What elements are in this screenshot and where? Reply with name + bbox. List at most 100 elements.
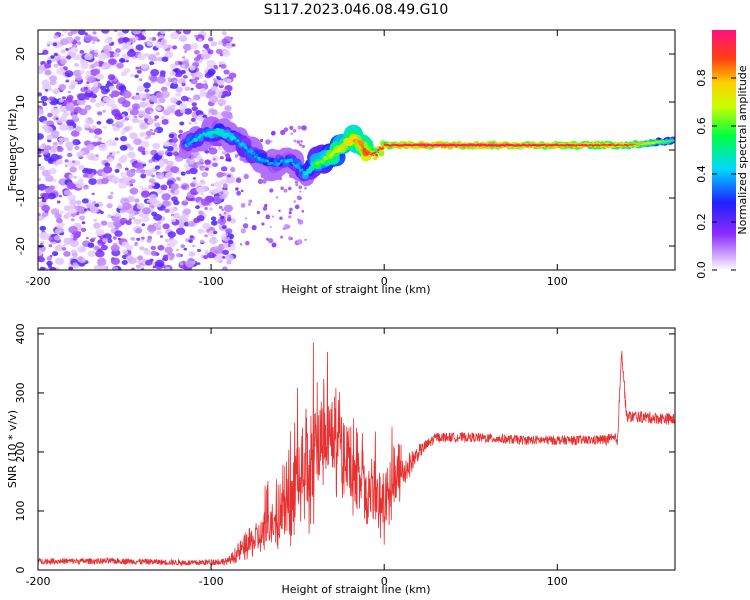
ridge-point xyxy=(405,144,407,146)
noise-speckle xyxy=(132,30,142,35)
noise-speckle xyxy=(122,176,128,181)
noise-speckle xyxy=(49,75,58,82)
ridge-point xyxy=(382,146,384,148)
ridge-point xyxy=(511,144,513,146)
ridge-point xyxy=(460,144,462,147)
ridge-point xyxy=(379,148,381,150)
noise-speckle xyxy=(41,143,47,148)
noise-speckle xyxy=(162,200,170,207)
noise-speckle xyxy=(193,56,201,62)
ridge-point xyxy=(485,144,487,146)
noise-speckle xyxy=(122,37,130,43)
noise-speckle xyxy=(106,139,116,147)
ridge-point xyxy=(497,144,499,146)
ridge-point xyxy=(258,157,262,161)
ridge-point xyxy=(535,144,537,146)
noise-speckle xyxy=(152,265,157,269)
ridge-point xyxy=(426,144,428,147)
noise-speckle xyxy=(148,159,154,164)
colorbar-tick-label: 0.6 xyxy=(695,117,708,135)
noise-speckle xyxy=(209,95,219,103)
ridge-point xyxy=(517,144,520,146)
noise-speckle xyxy=(170,183,179,190)
noise-speckle xyxy=(269,188,274,193)
noise-speckle xyxy=(102,237,109,243)
noise-speckle xyxy=(65,103,75,111)
noise-speckle xyxy=(146,40,154,47)
ridge-point xyxy=(461,144,463,146)
noise-speckle xyxy=(93,218,98,222)
ridge-point xyxy=(503,144,506,146)
noise-speckle xyxy=(130,73,134,78)
noise-speckle xyxy=(52,42,58,47)
noise-speckle xyxy=(178,223,185,228)
noise-speckle xyxy=(180,108,186,114)
noise-speckle xyxy=(52,179,57,183)
noise-speckle xyxy=(69,199,77,206)
noise-speckle xyxy=(244,217,248,220)
noise-speckle xyxy=(38,108,44,115)
noise-speckle xyxy=(67,90,72,94)
noise-speckle xyxy=(188,239,193,243)
ridge-point xyxy=(371,153,373,155)
ridge-point xyxy=(595,144,598,146)
noise-speckle xyxy=(84,32,88,36)
noise-speckle xyxy=(148,99,153,103)
ridge-point xyxy=(544,144,546,146)
ridge-point xyxy=(271,162,274,165)
noise-speckle xyxy=(210,109,218,116)
noise-speckle xyxy=(240,243,243,246)
noise-speckle xyxy=(143,249,152,256)
noise-speckle xyxy=(102,45,112,53)
noise-speckle xyxy=(128,218,132,221)
noise-speckle xyxy=(68,174,75,179)
noise-speckle xyxy=(116,162,122,167)
noise-speckle xyxy=(171,218,177,223)
noise-speckle xyxy=(188,121,192,125)
noise-speckle xyxy=(121,241,130,248)
noise-speckle xyxy=(154,165,161,170)
noise-speckle xyxy=(107,74,116,81)
ridge-point xyxy=(479,144,481,146)
noise-speckle xyxy=(63,137,69,143)
ridge-point xyxy=(634,143,637,146)
noise-speckle xyxy=(248,203,251,206)
ridge-point xyxy=(390,144,392,146)
noise-speckle xyxy=(139,101,147,108)
noise-speckle xyxy=(160,90,170,99)
noise-speckle xyxy=(139,133,144,137)
ridge-point xyxy=(201,135,204,138)
noise-speckle xyxy=(289,125,294,130)
noise-speckle xyxy=(92,31,97,35)
noise-speckle xyxy=(206,252,215,259)
ridge-point xyxy=(510,144,512,146)
noise-speckle xyxy=(294,204,300,210)
ridge-point xyxy=(307,167,312,172)
noise-speckle xyxy=(210,85,218,91)
noise-speckle xyxy=(216,76,221,80)
ridge-point xyxy=(475,144,478,146)
noise-speckle xyxy=(120,172,127,178)
noise-speckle xyxy=(170,213,175,217)
ridge-point xyxy=(613,144,615,146)
noise-speckle xyxy=(131,216,136,220)
noise-speckle xyxy=(117,237,121,241)
noise-speckle xyxy=(79,215,85,221)
colorbar-tick-label: 0.2 xyxy=(695,213,708,231)
ridge-point xyxy=(567,144,570,146)
noise-speckle xyxy=(55,257,65,265)
noise-speckle xyxy=(63,251,71,257)
noise-speckle xyxy=(68,266,73,270)
noise-speckle xyxy=(160,86,168,92)
noise-speckle xyxy=(225,228,233,234)
ridge-point xyxy=(412,144,414,147)
ridge-point xyxy=(380,148,382,150)
noise-speckle xyxy=(70,47,78,54)
ridge-point xyxy=(407,144,409,146)
noise-speckle xyxy=(200,192,204,196)
noise-speckle xyxy=(63,237,73,245)
noise-speckle xyxy=(93,264,104,270)
noise-speckle xyxy=(223,111,233,119)
noise-speckle xyxy=(262,178,267,184)
noise-speckle xyxy=(212,78,217,81)
